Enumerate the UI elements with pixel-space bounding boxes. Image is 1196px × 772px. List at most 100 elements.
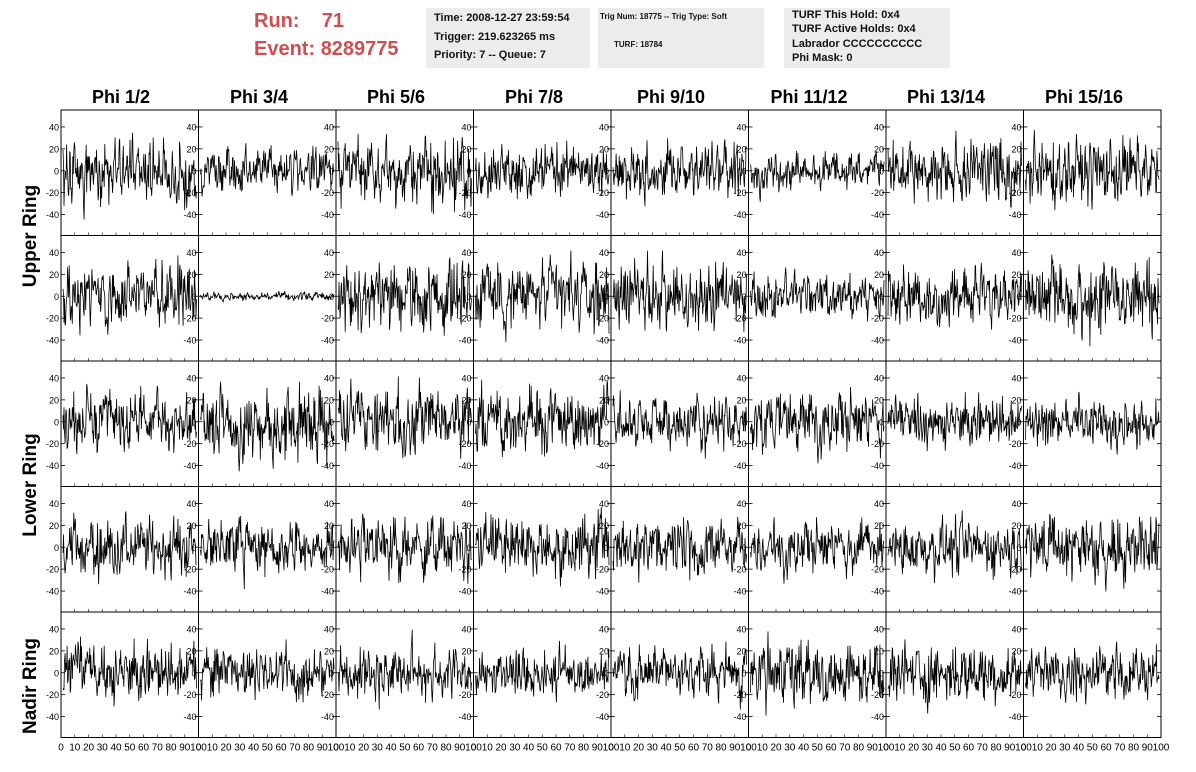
xtick-label-c3-1: 10 (482, 743, 494, 754)
xtick-label-c0-10: 100 (190, 743, 207, 754)
ytick-label-r4-c7-4: 40 (1011, 624, 1021, 634)
xtick-label-c5-3: 30 (784, 743, 796, 754)
ytick-label-r4-c6-1: -20 (871, 690, 884, 700)
ytick-label-r3-c1-2: 0 (191, 543, 196, 553)
ytick-label-r0-c0-0: -40 (46, 210, 59, 220)
ytick-label-r3-c7-4: 40 (1011, 499, 1021, 509)
xtick-label-c0-0: 0 (58, 743, 64, 754)
ytick-label-r2-c5-4: 40 (736, 373, 746, 383)
run-value: 71 (321, 10, 345, 32)
ytick-label-r2-c4-4: 40 (599, 373, 609, 383)
ytick-label-r2-c2-3: 20 (324, 395, 334, 405)
ytick-label-r2-c6-3: 20 (874, 395, 884, 405)
ytick-label-r0-c2-1: -20 (321, 188, 334, 198)
panel-frame-r3-c2 (335, 486, 474, 613)
ytick-label-r4-c0-0: -40 (46, 712, 59, 722)
ytick-label-r4-c4-4: 40 (599, 624, 609, 634)
ytick-label-r0-c6-1: -20 (871, 188, 884, 198)
ytick-label-r2-c2-2: 0 (329, 417, 334, 427)
ytick-label-r0-c5-3: 20 (736, 144, 746, 154)
waveform-trace-r3-c0 (62, 511, 197, 585)
ytick-label-r3-c6-0: -40 (871, 587, 884, 597)
xtick-label-c3-0: 0 (471, 743, 477, 754)
waveform-trace-r1-c6 (887, 262, 1022, 330)
ytick-label-r2-c6-0: -40 (871, 461, 884, 471)
waveform-trace-r1-c7 (1025, 254, 1160, 347)
ytick-label-r0-c1-1: -20 (183, 188, 196, 198)
turf-this-hold-text: TURF This Hold: 0x4 (792, 9, 900, 21)
waveform-trace-r3-c5 (750, 517, 885, 584)
ytick-label-r2-c3-4: 40 (461, 373, 471, 383)
xtick-label-c5-7: 70 (839, 743, 851, 754)
ytick-label-r0-c3-3: 20 (461, 144, 471, 154)
phi-mask-text: Phi Mask: 0 (792, 52, 853, 64)
ytick-label-r2-c5-2: 0 (741, 417, 746, 427)
ytick-label-r2-c6-2: 0 (879, 417, 884, 427)
waveform-trace-r1-c2 (337, 257, 472, 336)
ytick-label-r2-c3-1: -20 (458, 439, 471, 449)
xtick-label-c2-0: 0 (333, 743, 339, 754)
xtick-label-c4-2: 20 (633, 743, 645, 754)
xtick-label-c1-6: 60 (275, 743, 287, 754)
ytick-label-r3-c0-4: 40 (49, 499, 59, 509)
ytick-label-r0-c1-2: 0 (191, 166, 196, 176)
waveform-trace-r2-c4 (612, 390, 747, 459)
ytick-label-r4-c5-2: 0 (741, 668, 746, 678)
ytick-label-r3-c4-4: 40 (599, 499, 609, 509)
ytick-label-r1-c5-3: 20 (736, 270, 746, 280)
waveform-trace-r4-c0 (62, 636, 197, 707)
ytick-label-r2-c0-2: 0 (54, 417, 59, 427)
ytick-label-r2-c6-4: 40 (874, 373, 884, 383)
ytick-label-r1-c7-1: -20 (1008, 314, 1021, 324)
waveform-trace-r2-c5 (750, 386, 885, 464)
ytick-label-r4-c1-0: -40 (183, 712, 196, 722)
xtick-label-c2-2: 20 (358, 743, 370, 754)
ytick-label-r2-c3-3: 20 (461, 395, 471, 405)
ytick-label-r4-c2-4: 40 (324, 624, 334, 634)
ytick-label-r0-c5-4: 40 (736, 122, 746, 132)
ytick-label-r0-c0-1: -20 (46, 188, 59, 198)
xtick-label-c3-3: 30 (509, 743, 521, 754)
ytick-label-r4-c5-3: 20 (736, 646, 746, 656)
ytick-label-r4-c1-4: 40 (186, 624, 196, 634)
xtick-label-c1-7: 70 (289, 743, 301, 754)
ytick-label-r0-c3-1: -20 (458, 188, 471, 198)
xtick-label-c1-8: 80 (303, 743, 315, 754)
ytick-label-r1-c1-2: 0 (191, 292, 196, 302)
ytick-label-r2-c7-1: -20 (1008, 439, 1021, 449)
xtick-label-c4-8: 80 (715, 743, 727, 754)
column-header-phi-1-2: Phi 1/2 (91, 87, 151, 107)
ytick-label-r3-c5-2: 0 (741, 543, 746, 553)
xtick-label-c5-2: 20 (770, 743, 782, 754)
xtick-label-c4-7: 70 (702, 743, 714, 754)
ytick-label-r4-c3-2: 0 (466, 668, 471, 678)
ytick-label-r4-c7-2: 0 (1016, 668, 1021, 678)
ytick-label-r4-c6-2: 0 (879, 668, 884, 678)
column-header-phi-15-16: Phi 15/16 (1044, 87, 1124, 107)
panel-frame-r3-c4 (610, 486, 749, 613)
ytick-label-r0-c0-3: 20 (49, 144, 59, 154)
ytick-label-r2-c2-1: -20 (321, 439, 334, 449)
xtick-label-c3-7: 70 (564, 743, 576, 754)
ytick-label-r1-c0-2: 0 (54, 292, 59, 302)
ytick-label-r3-c1-0: -40 (183, 587, 196, 597)
xtick-label-c7-7: 70 (1114, 743, 1126, 754)
ytick-label-r1-c7-0: -40 (1008, 336, 1021, 346)
ytick-label-r4-c5-1: -20 (733, 690, 746, 700)
ytick-label-r3-c6-2: 0 (879, 543, 884, 553)
column-header-phi-3-4: Phi 3/4 (229, 87, 289, 107)
ytick-label-r1-c1-1: -20 (183, 314, 196, 324)
ytick-label-r2-c5-3: 20 (736, 395, 746, 405)
ytick-label-r3-c7-1: -20 (1008, 565, 1021, 575)
ytick-label-r2-c2-4: 40 (324, 373, 334, 383)
xtick-label-c3-6: 60 (550, 743, 562, 754)
ytick-label-r2-c1-1: -20 (183, 439, 196, 449)
xtick-label-c5-5: 50 (812, 743, 824, 754)
waveform-trace-r2-c6 (887, 392, 1022, 452)
waveform-trace-r0-c1 (200, 143, 335, 197)
ytick-label-r3-c4-3: 20 (599, 521, 609, 531)
panel-frame-r3-c6 (885, 486, 1024, 613)
ytick-label-r1-c6-1: -20 (871, 314, 884, 324)
ytick-label-r3-c5-1: -20 (733, 565, 746, 575)
ytick-label-r0-c2-0: -40 (321, 210, 334, 220)
